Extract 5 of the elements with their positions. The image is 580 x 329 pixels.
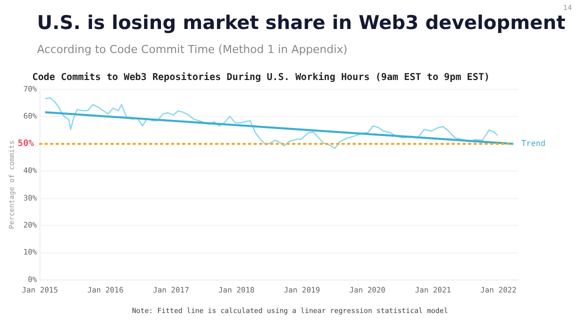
- text: U.S. is losing market share in Web3 development: [37, 12, 566, 34]
- series-label: Trend: [521, 138, 546, 148]
- chart-subtitle: According to Code Commit Time (Method 1 in Appendix): [37, 43, 348, 56]
- chart-title: Code Commits to Web3 Repositories During U.S. Working Hours (9am EST to 9pm EST): [32, 72, 490, 84]
- ref-line-label: 50%: [18, 139, 35, 150]
